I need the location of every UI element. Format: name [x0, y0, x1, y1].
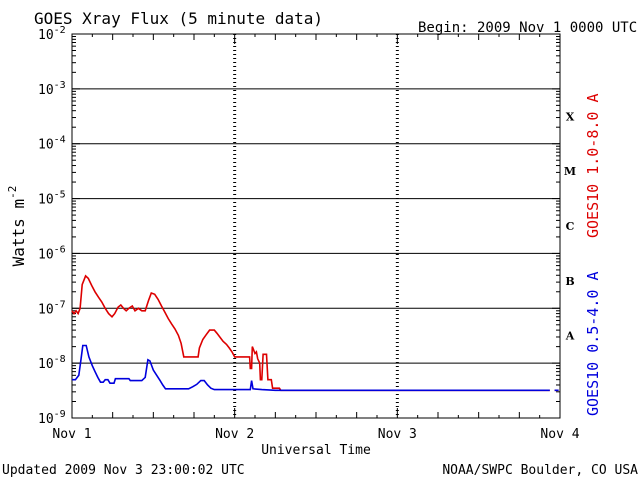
- y-tick-label-exponent: -9: [54, 409, 66, 420]
- y-tick-label-exponent: -6: [54, 244, 66, 255]
- x-tick-labels: Nov 1 Nov 2 Nov 3 Nov 4: [52, 427, 579, 442]
- y-tick-label: 10-3: [38, 80, 66, 98]
- begin-time-label: Begin: 2009 Nov 1 0000 UTC: [418, 20, 637, 36]
- series-line-short-channel: [72, 344, 550, 392]
- y-tick-label-base: 10: [38, 412, 54, 427]
- y-tick-label-exponent: -5: [54, 190, 66, 201]
- y-tick-label-base: 10: [38, 247, 54, 262]
- y-tick-label-exponent: -2: [54, 25, 66, 36]
- series-line-long-channel: [71, 274, 550, 392]
- flare-class-b: B: [565, 275, 574, 288]
- flare-class-labels: X M C B A: [564, 110, 576, 342]
- flare-class-gridlines: [72, 88, 560, 364]
- y-tick-labels: 10-210-310-410-510-610-710-810-9: [38, 25, 66, 427]
- plot-frame: [71, 33, 561, 419]
- legend-short-channel: GOES10 0.5-4.0 A: [584, 272, 602, 417]
- series-layer: [71, 274, 559, 392]
- y-axis-label-base: Watts m: [9, 199, 28, 266]
- y-tick-label-base: 10: [38, 357, 54, 372]
- x-tick-label: Nov 3: [378, 427, 417, 442]
- y-tick-label: 10-8: [38, 354, 66, 372]
- credit-label: NOAA/SWPC Boulder, CO USA: [442, 463, 638, 478]
- y-tick-label: 10-2: [38, 25, 66, 43]
- y-tick-label-base: 10: [38, 193, 54, 208]
- y-axis-label: Watts m-2: [6, 186, 28, 267]
- y-tick-label: 10-5: [38, 190, 66, 208]
- x-tick-label: Nov 4: [540, 427, 579, 442]
- y-tick-label-exponent: -3: [54, 80, 66, 91]
- x-axis-label: Universal Time: [261, 443, 371, 458]
- y-axis-label-exponent: -2: [6, 186, 19, 199]
- y-tick-label-base: 10: [38, 138, 54, 153]
- day-gridlines: [233, 34, 399, 418]
- x-tick-label: Nov 1: [52, 427, 91, 442]
- legend-short-channel-label: GOES10 0.5-4.0 A: [584, 272, 602, 417]
- axis-ticks: [71, 34, 561, 419]
- y-tick-label-exponent: -7: [54, 299, 66, 310]
- y-tick-label-exponent: -4: [54, 135, 66, 146]
- y-tick-label: 10-9: [38, 409, 66, 427]
- flare-class-c: C: [566, 220, 575, 233]
- legend-long-channel-label: GOES10 1.0-8.0 A: [584, 94, 602, 239]
- y-tick-label: 10-6: [38, 244, 66, 262]
- y-tick-label-base: 10: [38, 302, 54, 317]
- chart-title: GOES Xray Flux (5 minute data): [34, 9, 323, 28]
- flare-class-x: X: [566, 110, 575, 123]
- y-tick-label-base: 10: [38, 83, 54, 98]
- y-tick-label-base: 10: [38, 28, 54, 43]
- svg-text:Watts m-2: Watts m-2: [6, 186, 28, 267]
- y-tick-label: 10-4: [38, 135, 66, 153]
- legend-long-channel: GOES10 1.0-8.0 A: [584, 94, 602, 239]
- flare-class-m: M: [564, 165, 576, 178]
- x-tick-label: Nov 2: [215, 427, 254, 442]
- y-tick-label: 10-7: [38, 299, 66, 317]
- updated-timestamp: Updated 2009 Nov 3 23:00:02 UTC: [2, 463, 245, 478]
- y-tick-label-exponent: -8: [54, 354, 66, 365]
- flare-class-a: A: [565, 330, 575, 343]
